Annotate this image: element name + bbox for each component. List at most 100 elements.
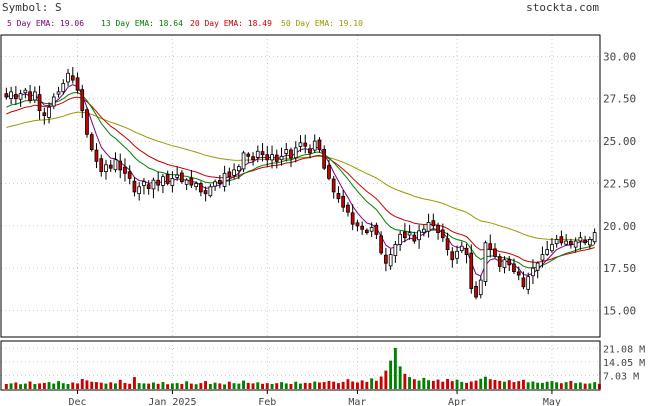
volume-bar [166, 384, 170, 389]
volume-bar [180, 384, 184, 389]
volume-bar [194, 384, 198, 389]
candle-body [383, 254, 388, 264]
candle-body [521, 277, 526, 288]
volume-bar [142, 383, 146, 389]
candle-body [588, 238, 592, 246]
volume-bar [536, 382, 540, 389]
candle-body [37, 94, 42, 111]
price-panel: 15.00 17.50 20.00 22.50 25.00 27.50 30.00 [0, 34, 636, 338]
candle-body [350, 212, 355, 225]
volume-bar [71, 382, 75, 389]
candle-body [274, 154, 279, 162]
volume-bar [199, 383, 203, 389]
volume-bar [256, 382, 260, 389]
ema-50-line [6, 111, 595, 241]
ema-13-line [6, 91, 595, 269]
candle-body [312, 140, 317, 151]
candle-body [417, 230, 421, 241]
volume-bar [332, 381, 336, 389]
ema-50-path [6, 111, 595, 241]
candle-body [298, 142, 303, 147]
volume-bar [156, 383, 160, 389]
candle-body [61, 83, 66, 93]
volume-bar [393, 347, 397, 389]
volume-bar [204, 381, 207, 389]
volume-bar [484, 376, 487, 389]
date-axis: Dec Jan 2025 Feb Mar Apr May [69, 390, 561, 406]
candle-body [450, 251, 455, 261]
volume-bar [389, 360, 393, 389]
volume-bar [460, 381, 464, 389]
candle-body [331, 178, 336, 193]
candle-body [526, 276, 531, 290]
volume-bar [431, 380, 435, 389]
candle-body [113, 159, 118, 171]
candle-body [336, 193, 341, 200]
volume-bar [80, 379, 84, 389]
candle-body [360, 225, 365, 230]
volume-bar [417, 380, 421, 389]
volume-bar [251, 383, 255, 389]
candle-body [9, 91, 13, 99]
volume-bar [337, 383, 340, 389]
volume-bar [227, 381, 231, 389]
candle-body [175, 174, 179, 178]
candle-body [104, 164, 108, 173]
price-tick-label: 25.00 [603, 135, 636, 148]
volume-bar [503, 381, 506, 389]
candle-body [213, 181, 217, 187]
candle-body [402, 231, 407, 239]
candle-body [341, 195, 346, 208]
candle-body [398, 233, 403, 245]
candle-body [260, 151, 265, 156]
candle-body [265, 154, 270, 161]
candle-body [132, 180, 137, 193]
volume-bar [356, 382, 359, 389]
volume-bar [427, 380, 430, 389]
candle-body [236, 166, 241, 172]
price-tick-label: 15.00 [603, 305, 636, 318]
volume-bar [170, 383, 174, 389]
volume-bar [488, 379, 492, 389]
volume-bar [9, 383, 13, 389]
price-panel-frame [0, 34, 601, 338]
candle-body [436, 224, 440, 234]
symbol-label: Symbol: S [2, 1, 62, 14]
candle-body [165, 173, 170, 184]
candle-body [559, 236, 564, 244]
volume-bar [265, 383, 269, 389]
volume-bar [512, 382, 516, 389]
candle-body [156, 179, 160, 186]
candle-body [42, 112, 47, 117]
candle-body [123, 166, 127, 174]
price-grid [1, 35, 600, 337]
candle-body [502, 259, 507, 269]
candle-body [232, 169, 236, 176]
candle-body [241, 152, 246, 170]
volume-bar [137, 383, 141, 389]
candle-body [421, 228, 426, 233]
volume-bar [61, 383, 65, 389]
candle-body [179, 172, 184, 183]
candle-body [379, 235, 384, 254]
candle-body [75, 77, 80, 91]
price-tick-label: 30.00 [603, 50, 636, 63]
candle-body [151, 179, 156, 190]
volume-bar [28, 381, 32, 389]
volume-bar [4, 384, 8, 389]
volume-bar [147, 383, 151, 389]
candle-body [198, 183, 203, 193]
volume-bar [33, 384, 37, 389]
candle-body [464, 247, 469, 256]
candle-body [578, 237, 583, 242]
legend-ema-20: 20 Day EMA: 18.49 [190, 19, 272, 28]
volume-bar [299, 383, 302, 389]
volume-bar [564, 382, 568, 389]
candle-body [516, 271, 521, 276]
candle-body [478, 279, 483, 296]
volume-bar [308, 383, 312, 389]
candle-body [227, 171, 232, 178]
candle-body [550, 244, 554, 252]
volume-bar [498, 380, 502, 389]
